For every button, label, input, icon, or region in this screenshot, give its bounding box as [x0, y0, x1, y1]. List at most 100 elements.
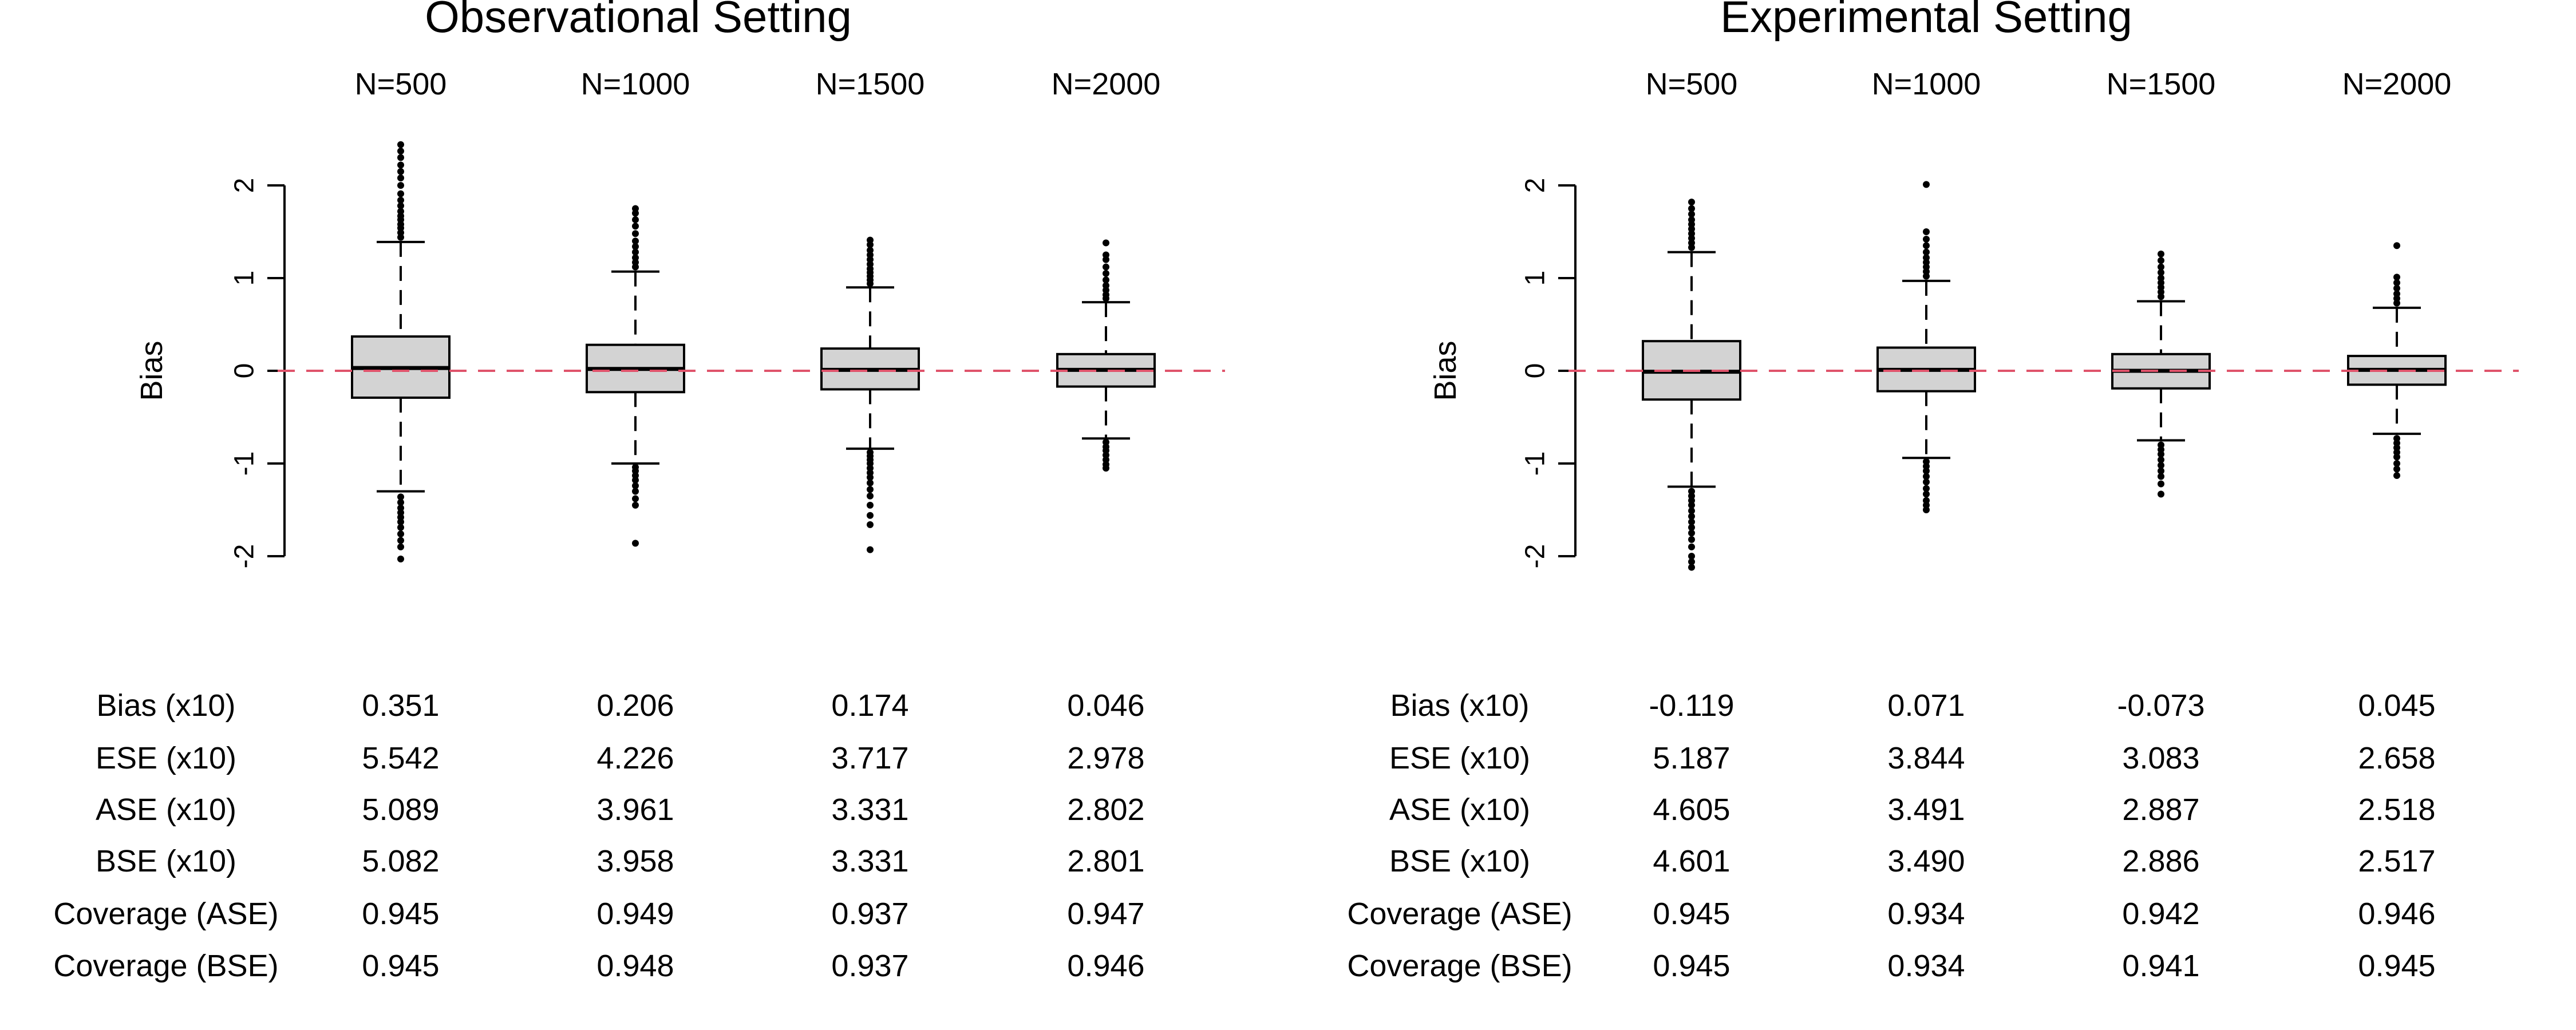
outlier-point [867, 546, 874, 553]
outlier-point [1688, 513, 1695, 520]
outlier-point [397, 208, 404, 215]
outlier-point [397, 161, 404, 169]
outlier-point [1923, 485, 1930, 492]
outlier-point [632, 248, 639, 256]
table-cell: 0.946 [2358, 897, 2435, 931]
outlier-point [1923, 478, 1930, 486]
boxplot-n-1000 [586, 205, 685, 547]
y-axis-label: Bias [135, 340, 169, 401]
category-label: N=500 [1646, 67, 1738, 101]
outlier-point [867, 486, 874, 493]
table-cell: 2.518 [2358, 793, 2435, 827]
table-cell: 0.949 [596, 897, 674, 931]
outlier-point [2393, 242, 2400, 249]
y-tick-label: 0 [1520, 363, 1551, 379]
table-row-label: ASE (x10) [96, 793, 236, 827]
outlier-point [867, 247, 874, 254]
outlier-point [397, 196, 404, 204]
category-label: N=1000 [1872, 67, 1981, 101]
table-cell: 5.187 [1653, 741, 1730, 775]
outlier-point [2158, 269, 2164, 276]
outlier-point [2158, 456, 2164, 464]
outlier-point [1923, 467, 1930, 474]
outlier-point [1688, 564, 1695, 571]
outlier-point [1103, 276, 1109, 284]
table-row-label: Coverage (ASE) [1347, 897, 1572, 931]
outlier-point [632, 205, 639, 212]
table-cell: 4.605 [1653, 793, 1730, 827]
outlier-point [1688, 507, 1695, 514]
outlier-point [867, 501, 874, 509]
table-cell: 0.351 [362, 688, 439, 723]
outlier-point [2158, 490, 2164, 498]
outlier-point [1923, 235, 1930, 243]
table-cell: 3.961 [596, 793, 674, 827]
outlier-point [1688, 553, 1695, 560]
table-cell: 3.331 [831, 793, 908, 827]
outlier-point [1103, 282, 1109, 289]
table-cell: 0.942 [2122, 897, 2199, 931]
outlier-point [2393, 274, 2400, 281]
table-cell: 0.937 [831, 949, 908, 983]
table-row-label: BSE (x10) [1389, 844, 1530, 878]
table-cell: 5.089 [362, 793, 439, 827]
category-label: N=2000 [1052, 67, 1161, 101]
outlier-point [1688, 205, 1695, 212]
table-cell: 0.046 [1067, 688, 1144, 723]
outlier-point [632, 223, 639, 230]
table-cell: 3.490 [1887, 844, 1965, 878]
outlier-point [1923, 490, 1930, 498]
outlier-point [867, 480, 874, 487]
table-cell: 0.945 [1653, 949, 1730, 983]
table-cell: 3.083 [2122, 741, 2199, 775]
outlier-point [2393, 453, 2400, 461]
outlier-point [1688, 536, 1695, 543]
outlier-point [1923, 506, 1930, 513]
category-label: N=1500 [816, 67, 925, 101]
outlier-point [397, 202, 404, 209]
table-cell: 3.491 [1887, 793, 1965, 827]
y-axis-label: Bias [1428, 340, 1463, 401]
table-cell: -0.119 [1649, 688, 1734, 723]
outlier-point [1688, 518, 1695, 526]
table-row-label: Bias (x10) [1390, 688, 1529, 723]
boxplot-n-1000 [1876, 181, 1976, 513]
outlier-point [397, 537, 404, 544]
category-label: N=1000 [581, 67, 690, 101]
table-row-label: Coverage (BSE) [53, 949, 278, 983]
outlier-point [1688, 211, 1695, 218]
boxplot-n-1500 [820, 236, 920, 553]
y-tick-label: -2 [230, 544, 260, 569]
table-cell: 0.937 [831, 897, 908, 931]
table-cell: 3.717 [831, 741, 908, 775]
outlier-point [632, 243, 639, 250]
table-cell: 0.947 [1067, 897, 1144, 931]
outlier-point [397, 530, 404, 538]
table-cell: 2.886 [2122, 844, 2199, 878]
y-tick-label: 1 [230, 271, 260, 286]
outlier-point [397, 518, 404, 526]
outlier-point [397, 499, 404, 506]
chart-title: Experimental Setting [1720, 0, 2132, 42]
outlier-point [867, 474, 874, 481]
table-cell: 2.658 [2358, 741, 2435, 775]
outlier-point [2158, 480, 2164, 488]
category-label: N=1500 [2107, 67, 2216, 101]
outlier-point [632, 488, 639, 495]
outlier-point [867, 512, 874, 519]
outlier-point [2393, 290, 2400, 298]
table-cell: 3.958 [596, 844, 674, 878]
table-row-label: Coverage (BSE) [1347, 949, 1572, 983]
outlier-point [1103, 263, 1109, 271]
outlier-point [632, 230, 639, 237]
outlier-point [1688, 543, 1695, 550]
outlier-point [632, 540, 639, 547]
chart-title: Observational Setting [425, 0, 852, 42]
table-cell: 0.206 [596, 688, 674, 723]
table-cell: 4.601 [1653, 844, 1730, 878]
outlier-point [1103, 270, 1109, 277]
table-row-label: Coverage (ASE) [53, 897, 278, 931]
outlier-point [397, 154, 404, 161]
outlier-point [1688, 529, 1695, 537]
